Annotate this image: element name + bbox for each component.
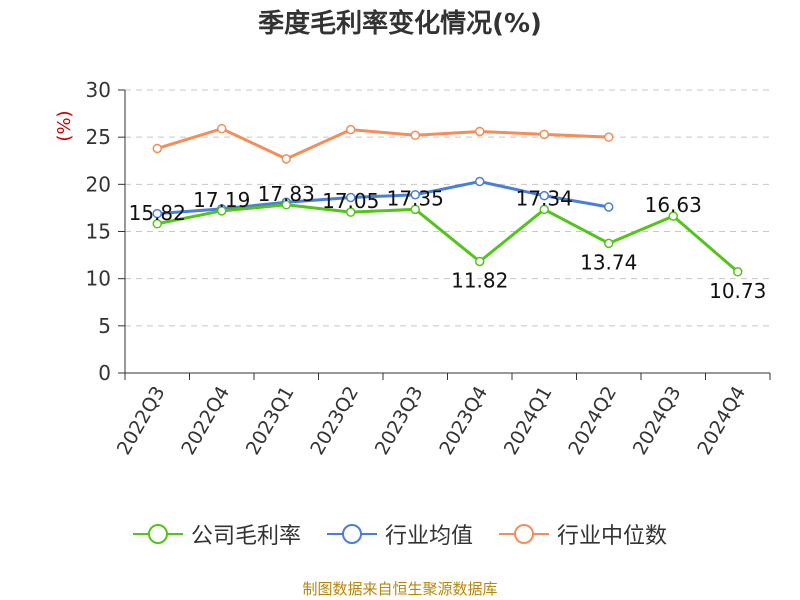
- data-point: [410, 130, 420, 141]
- data-point: [410, 189, 420, 200]
- x-tick-label: 2023Q1: [242, 383, 299, 459]
- data-point: [281, 154, 291, 164]
- data-point: [152, 219, 162, 229]
- data-point: [668, 211, 678, 221]
- series-line: [156, 127, 609, 161]
- data-point: [346, 207, 356, 217]
- data-point: [281, 200, 291, 210]
- data-label: 17.83: [258, 182, 315, 206]
- data-point: [152, 208, 162, 219]
- data-label: 17.19: [193, 188, 250, 212]
- data-point: [539, 204, 549, 215]
- data-point: [475, 176, 485, 187]
- legend-item[interactable]: 行业中位数: [499, 518, 667, 550]
- x-tick-label: 2022Q4: [177, 383, 234, 459]
- legend-label: 行业中位数: [557, 524, 668, 549]
- data-point: [604, 132, 614, 142]
- chart-title: 季度毛利率变化情况(%): [258, 9, 542, 39]
- data-point: [410, 204, 420, 215]
- data-point: [475, 126, 485, 137]
- data-label: 10.73: [709, 279, 766, 303]
- series-line: [157, 179, 610, 216]
- legend-label: 行业均值: [384, 524, 473, 549]
- data-point: [604, 202, 614, 212]
- y-tick-label: 5: [98, 314, 111, 338]
- x-tick-label: 2024Q4: [693, 383, 750, 459]
- y-tick-label: 10: [86, 267, 111, 291]
- data-point: [539, 190, 549, 201]
- data-label: 16.63: [645, 193, 702, 217]
- y-tick-label: 0: [98, 361, 111, 385]
- data-label: 17.05: [322, 189, 379, 213]
- x-tick-label: 2024Q1: [500, 383, 557, 459]
- x-tick-label: 2023Q3: [371, 383, 428, 459]
- series-lines: [152, 123, 743, 277]
- data-labels: 15.82 17.19 17.83 17.05 17.35 11.82 17.34 13.74…: [129, 182, 767, 303]
- data-label: 13.74: [580, 250, 637, 274]
- legend: 公司毛利率 行业均值 行业中位数: [0, 518, 800, 550]
- y-tick-label: 15: [86, 220, 111, 244]
- data-point: [152, 143, 162, 154]
- data-label: 15.82: [129, 201, 186, 225]
- data-point: [346, 124, 356, 135]
- data-point: [733, 267, 743, 277]
- legend-marker-icon: [132, 524, 183, 544]
- legend-label: 公司毛利率: [190, 524, 301, 549]
- y-tick-label: 20: [86, 172, 111, 196]
- legend-marker-icon: [326, 524, 377, 544]
- legend-marker-icon: [499, 524, 549, 544]
- data-label: 11.82: [451, 268, 508, 292]
- data-point: [604, 238, 614, 249]
- y-axis-label: (%): [54, 110, 75, 141]
- series-line: [156, 203, 739, 273]
- legend-item[interactable]: 公司毛利率: [132, 518, 301, 550]
- x-tick-label: 2022Q3: [113, 383, 170, 459]
- data-point: [346, 192, 356, 203]
- x-tick-label: 2024Q3: [629, 383, 686, 459]
- x-tick-label: 2024Q2: [564, 383, 621, 459]
- legend-item[interactable]: 行业均值: [326, 518, 473, 550]
- source-note: 制图数据来自恒生聚源数据库: [302, 580, 498, 598]
- data-label: 17.34: [516, 186, 573, 210]
- x-tick-label: 2023Q2: [306, 383, 363, 459]
- data-label: 17.35: [387, 186, 444, 210]
- y-tick-label: 25: [86, 125, 111, 149]
- grid-lines: [125, 89, 770, 327]
- data-point: [539, 129, 549, 140]
- data-point: [217, 123, 227, 134]
- x-tick-label: 2023Q4: [435, 383, 492, 459]
- data-point: [217, 206, 227, 216]
- y-tick-label: 30: [86, 78, 111, 102]
- data-point: [475, 256, 485, 267]
